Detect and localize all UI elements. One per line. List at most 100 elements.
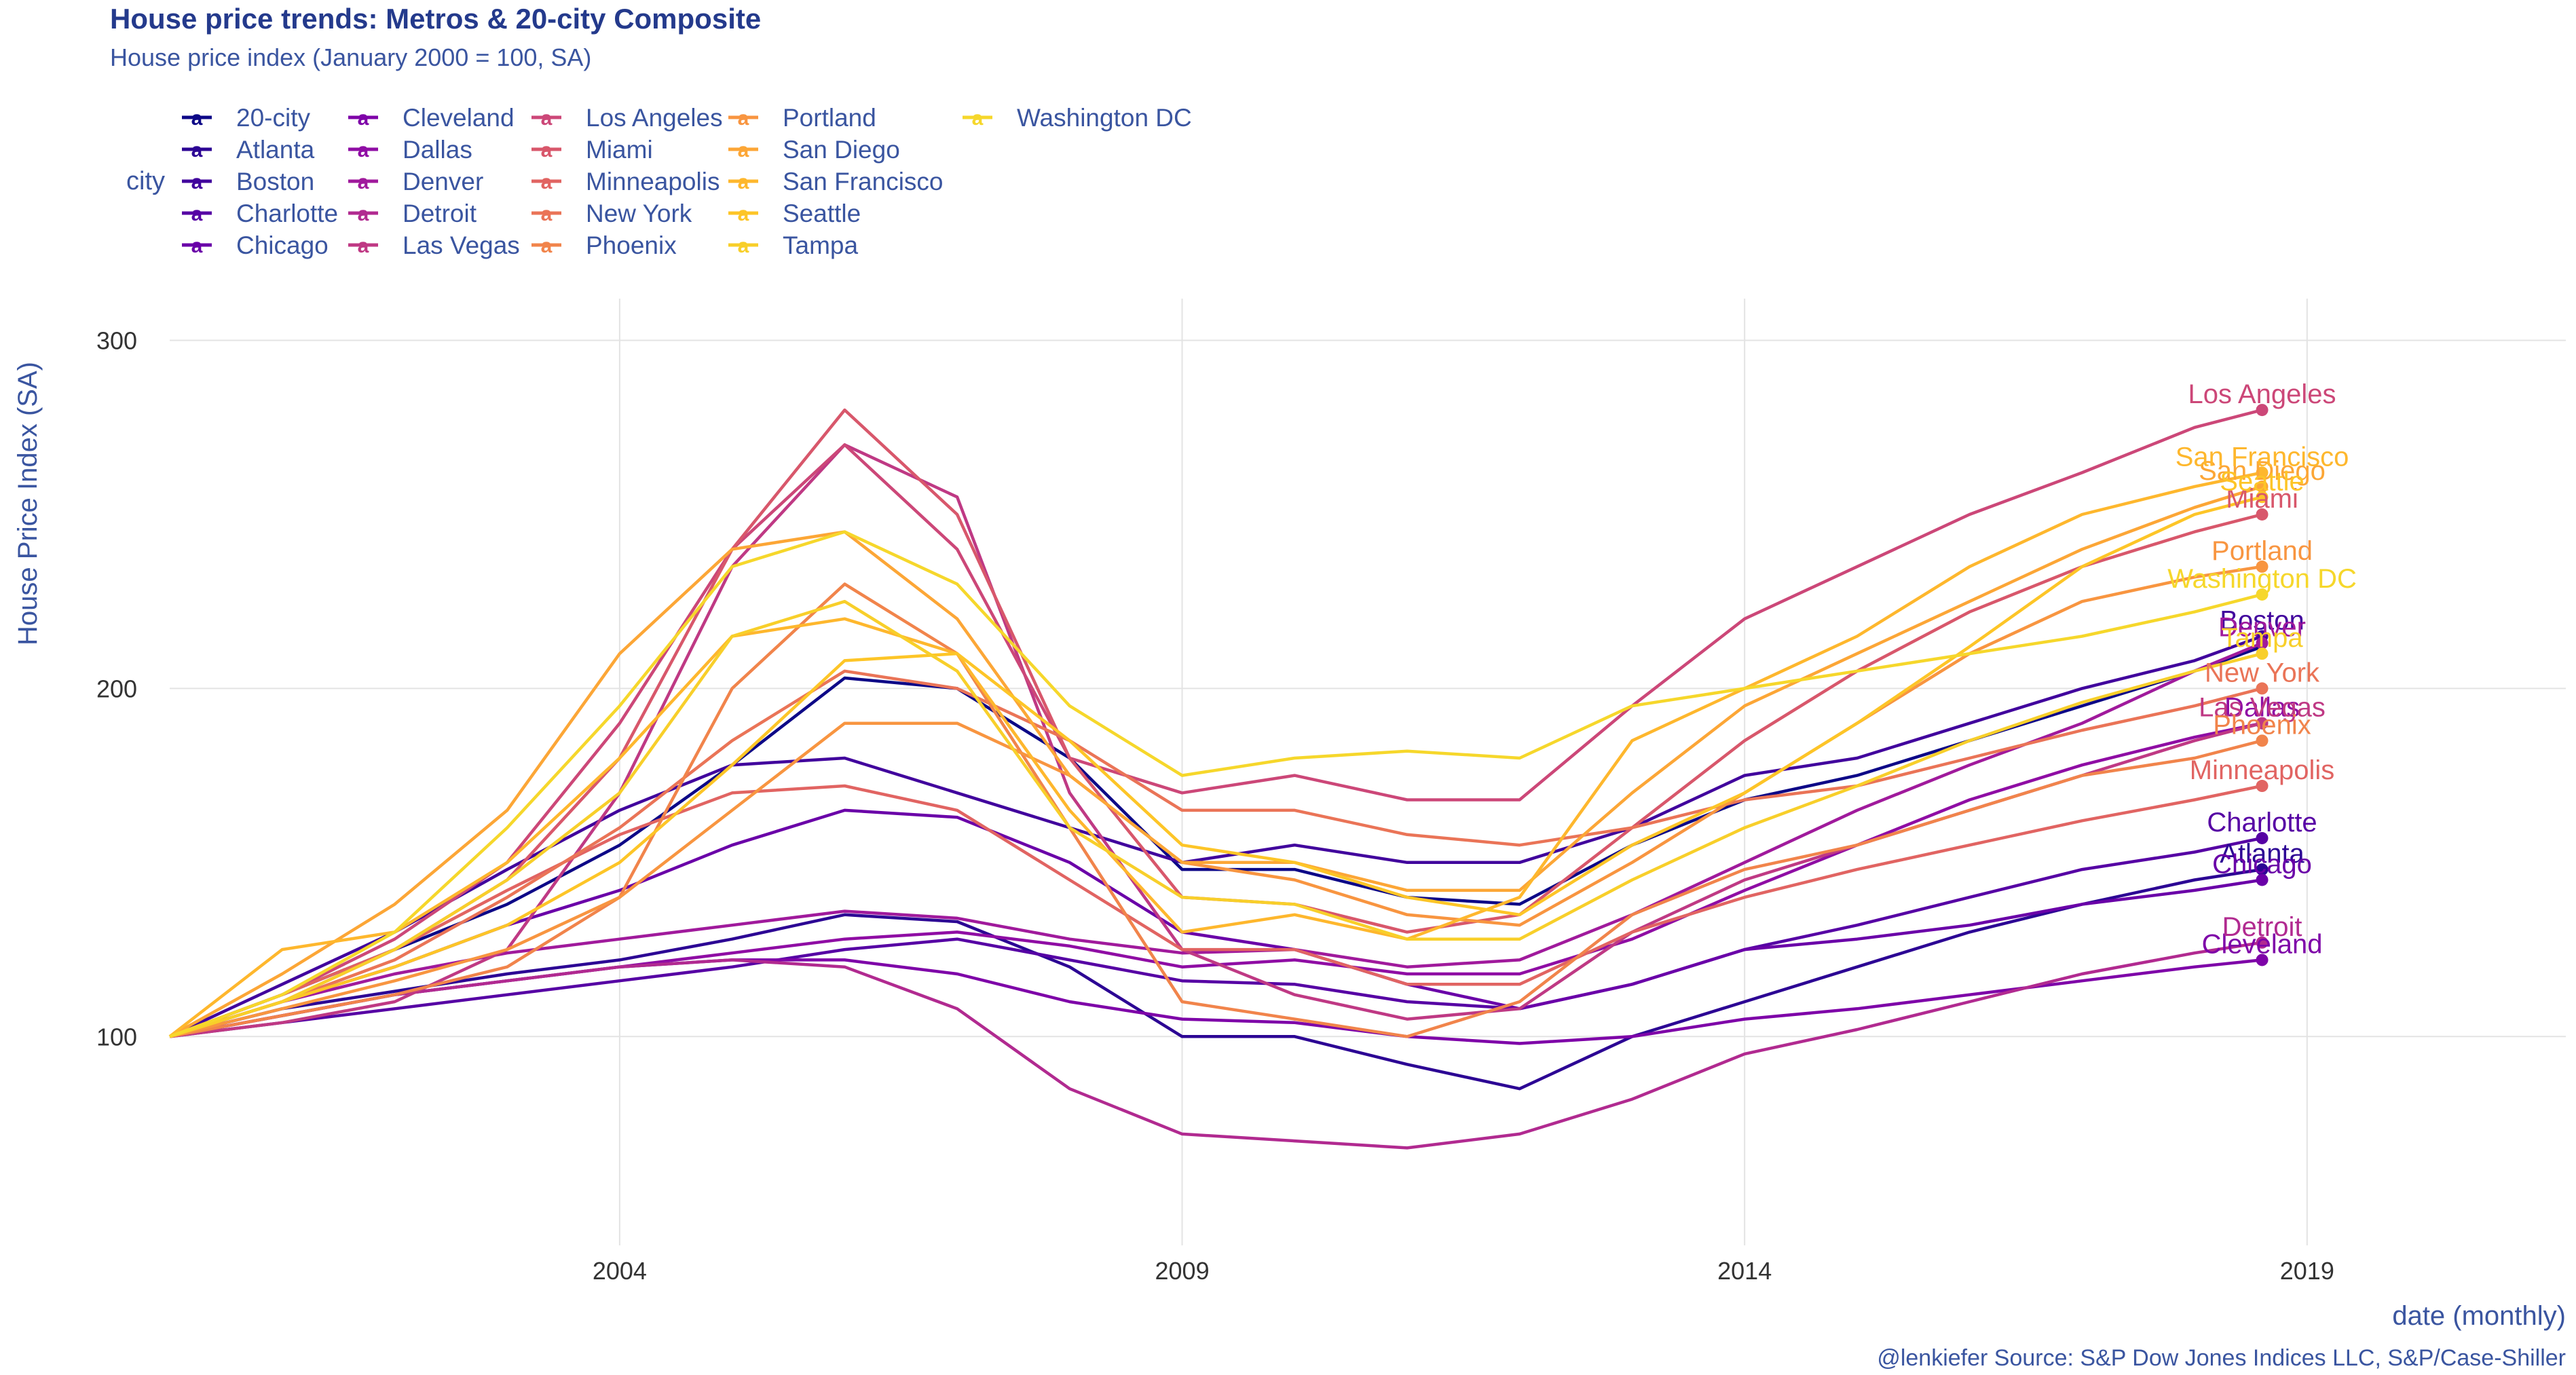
y-axis-ticks: 100 200 300 bbox=[96, 327, 137, 1051]
series-end-label: Las Vegas bbox=[2199, 693, 2326, 723]
legend-key-glyph: a bbox=[541, 171, 553, 193]
series-line bbox=[169, 641, 2263, 1038]
x-tick-label: 2014 bbox=[1717, 1257, 1772, 1285]
series-end-label: Tampa bbox=[2222, 623, 2304, 653]
legend: city a 20-city a Atlanta a Boston a Charlotte a C… bbox=[126, 104, 1192, 259]
legend-entry: Seattle bbox=[783, 200, 861, 227]
legend-entry: Los Angeles bbox=[586, 104, 723, 132]
series-line bbox=[169, 941, 2262, 1150]
legend-key-glyph: a bbox=[358, 203, 369, 225]
series-end-point bbox=[2256, 588, 2269, 601]
legend-key-glyph: a bbox=[191, 171, 203, 193]
series-end-point bbox=[2256, 647, 2269, 660]
series-line bbox=[169, 408, 2263, 1038]
legend-entry: Boston bbox=[236, 168, 314, 195]
legend-entry: Charlotte bbox=[236, 200, 338, 227]
legend-key-glyph: a bbox=[191, 235, 203, 257]
legend-key-glyph: a bbox=[541, 139, 553, 162]
series-end-point bbox=[2256, 491, 2269, 504]
series-line bbox=[169, 645, 2263, 1038]
series-end-label: Dallas bbox=[2224, 693, 2300, 723]
series-end-point bbox=[2256, 682, 2269, 695]
legend-key-glyph: a bbox=[191, 139, 203, 162]
legend-key-glyph: a bbox=[191, 107, 203, 130]
series-end-point bbox=[2256, 734, 2269, 747]
series-end-label: Charlotte bbox=[2207, 808, 2317, 837]
legend-entry: San Francisco bbox=[783, 168, 944, 195]
legend-key-glyph: a bbox=[738, 203, 749, 225]
y-tick-label: 200 bbox=[96, 675, 137, 702]
legend-entry: Portland bbox=[783, 104, 876, 132]
legend-key-glyph: a bbox=[358, 235, 369, 257]
series-line bbox=[169, 867, 2262, 1091]
series-end-point bbox=[2256, 637, 2269, 649]
legend-entry: New York bbox=[586, 200, 692, 227]
series-end-label: Minneapolis bbox=[2190, 755, 2334, 785]
legend-entry: San Diego bbox=[783, 136, 900, 164]
series-end-point bbox=[2256, 954, 2269, 966]
chart-subtitle: House price index (January 2000 = 100, S… bbox=[110, 43, 591, 71]
series-end-label: Denver bbox=[2218, 613, 2306, 643]
series-end-label: Miami bbox=[2226, 484, 2298, 514]
series-end-label: Phoenix bbox=[2213, 710, 2311, 740]
x-axis-label: date (monthly) bbox=[2392, 1301, 2566, 1331]
series-line bbox=[169, 784, 2262, 1038]
series-line bbox=[169, 582, 2263, 1038]
series-line bbox=[169, 808, 2262, 1038]
legend-entry: Miami bbox=[586, 136, 653, 164]
y-axis-label: House Price Index (SA) bbox=[13, 362, 43, 645]
series-end-label: Washington DC bbox=[2167, 564, 2357, 594]
legend-title: city bbox=[126, 167, 165, 195]
series-end-point bbox=[2256, 466, 2269, 479]
legend-entry: Phoenix bbox=[586, 231, 677, 259]
series-end-label: Portland bbox=[2211, 536, 2313, 566]
legend-entry: Tampa bbox=[783, 231, 858, 259]
series-end-label: Los Angeles bbox=[2188, 379, 2336, 409]
legend-entry: Dallas bbox=[403, 136, 472, 164]
legend-entry: Atlanta bbox=[236, 136, 315, 164]
series-end-point bbox=[2256, 560, 2269, 573]
x-tick-label: 2019 bbox=[2280, 1257, 2334, 1285]
chart-title: House price trends: Metros & 20-city Com… bbox=[110, 3, 761, 35]
legend-entry: Chicago bbox=[236, 231, 329, 259]
legend-key-glyph: a bbox=[738, 235, 749, 257]
series-lines bbox=[168, 408, 2263, 1150]
legend-key-glyph: a bbox=[358, 139, 369, 162]
legend-key-glyph: a bbox=[358, 107, 369, 130]
series-end-point bbox=[2256, 480, 2269, 493]
series-line bbox=[169, 408, 2263, 1038]
series-line bbox=[169, 599, 2263, 1038]
legend-key-glyph: a bbox=[738, 171, 749, 193]
series-end-point bbox=[2256, 717, 2269, 730]
series-end-label: Cleveland bbox=[2202, 929, 2323, 959]
series-line bbox=[169, 669, 2263, 1038]
legend-entry: Detroit bbox=[403, 200, 477, 227]
series-end-label: New York bbox=[2205, 658, 2320, 688]
series-end-point bbox=[2256, 404, 2269, 417]
legend-key-glyph: a bbox=[738, 107, 749, 130]
caption: @lenkiefer Source: S&P Dow Jones Indices… bbox=[1877, 1345, 2566, 1371]
legend-items: a 20-city a Atlanta a Boston a Charlotte a Chicag… bbox=[182, 104, 1192, 259]
series-end-label: Atlanta bbox=[2220, 839, 2304, 869]
series-end-point bbox=[2256, 508, 2269, 521]
series-line bbox=[169, 443, 2263, 1038]
series-line bbox=[169, 565, 2262, 1038]
legend-key-glyph: a bbox=[358, 171, 369, 193]
legend-entry: Minneapolis bbox=[586, 168, 720, 195]
legend-key-glyph: a bbox=[972, 107, 984, 130]
series-end-label: San Diego bbox=[2199, 456, 2326, 486]
legend-entry: Cleveland bbox=[403, 104, 515, 132]
legend-key-glyph: a bbox=[541, 203, 553, 225]
series-end-label: San Francisco bbox=[2176, 442, 2349, 472]
legend-key-glyph: a bbox=[541, 107, 553, 130]
y-tick-label: 300 bbox=[96, 327, 137, 355]
legend-entry: Washington DC bbox=[1017, 104, 1192, 132]
x-axis-ticks: 2004 2009 2014 2019 bbox=[593, 1257, 2334, 1285]
legend-entry: Denver bbox=[403, 168, 483, 195]
series-line bbox=[169, 495, 2263, 1038]
legend-entry: Las Vegas bbox=[403, 231, 520, 259]
series-end-points bbox=[2256, 404, 2269, 966]
series-end-point bbox=[2256, 873, 2269, 886]
legend-entry: 20-city bbox=[236, 104, 310, 132]
